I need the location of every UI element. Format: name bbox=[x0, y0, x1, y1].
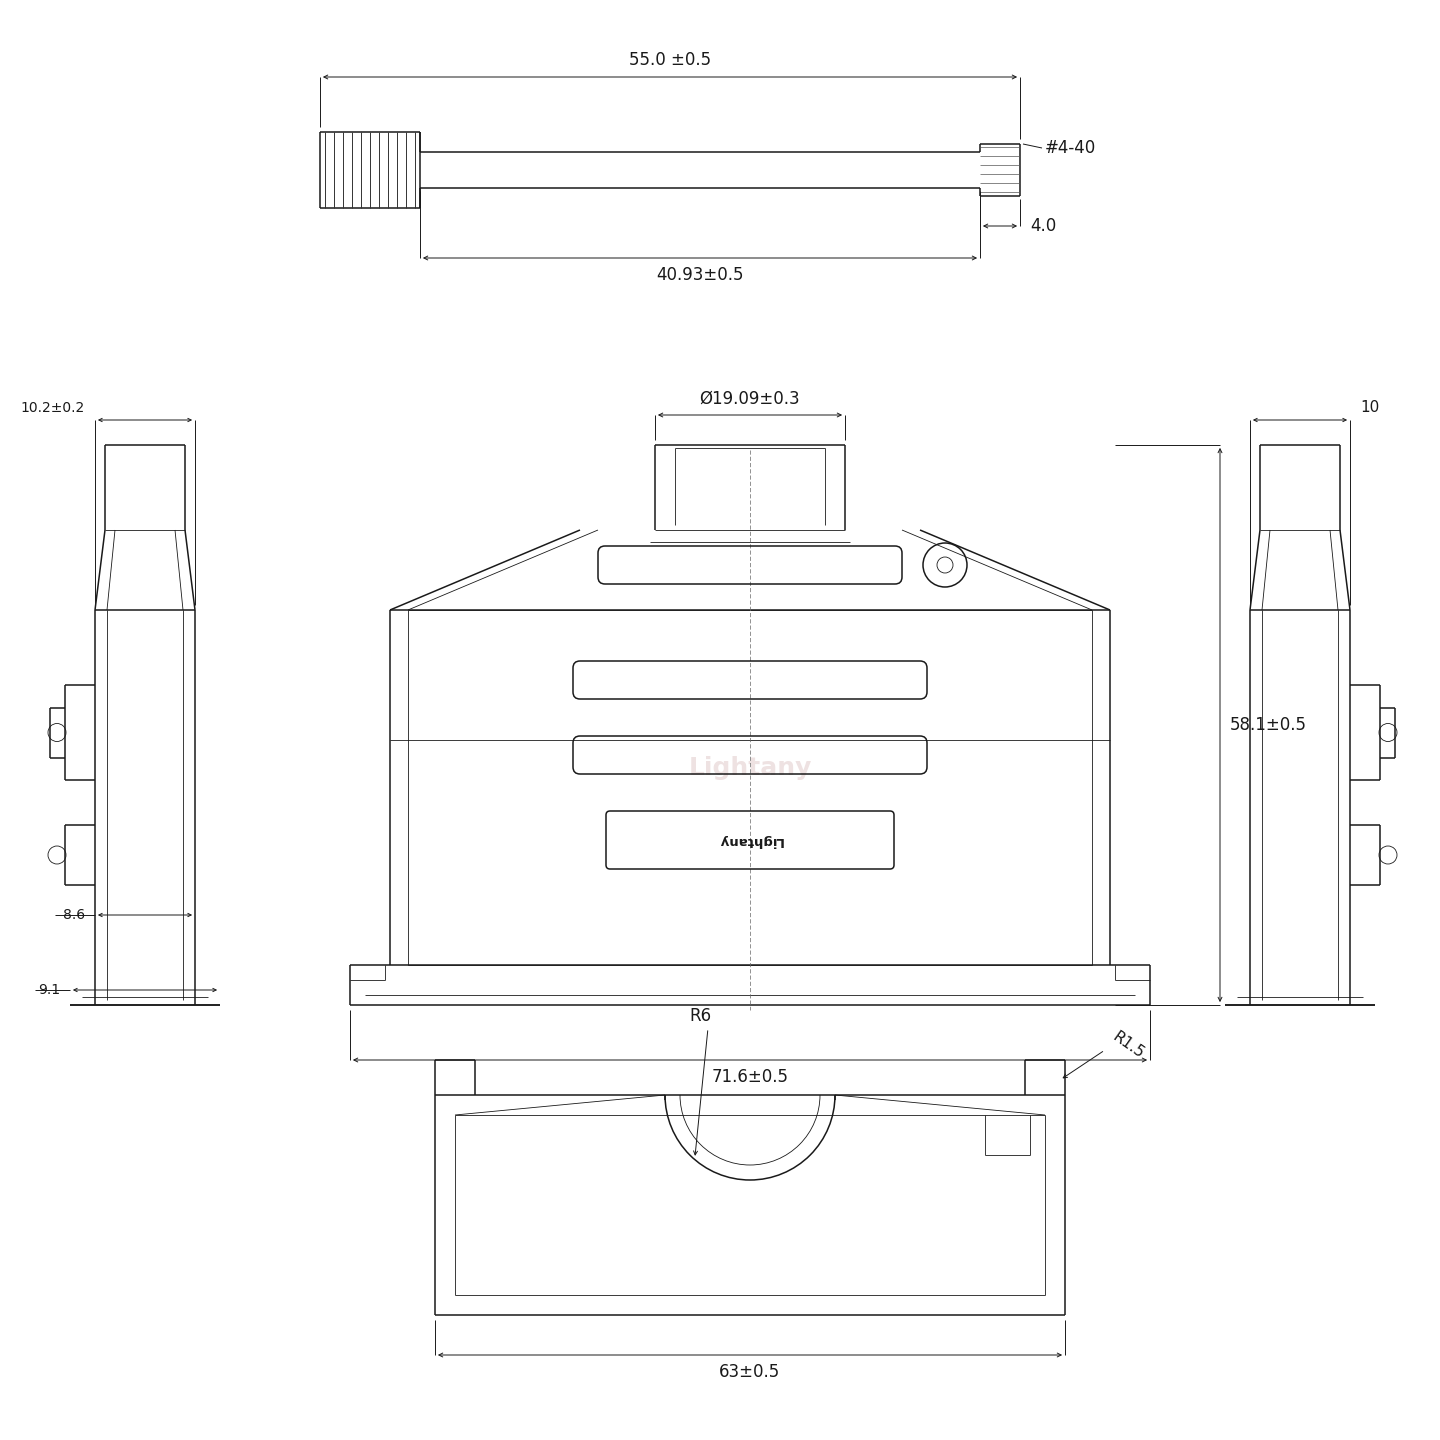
Text: #4-40: #4-40 bbox=[1045, 140, 1096, 157]
Text: 40.93±0.5: 40.93±0.5 bbox=[657, 266, 743, 284]
Text: R6: R6 bbox=[688, 1007, 711, 1025]
Text: 4.0: 4.0 bbox=[1030, 217, 1057, 235]
Text: Ø19.09±0.3: Ø19.09±0.3 bbox=[700, 390, 801, 408]
Text: 63±0.5: 63±0.5 bbox=[720, 1364, 780, 1381]
Text: 9.1: 9.1 bbox=[37, 984, 60, 996]
Text: 55.0 ±0.5: 55.0 ±0.5 bbox=[629, 50, 711, 69]
Text: 71.6±0.5: 71.6±0.5 bbox=[711, 1068, 789, 1086]
Text: Lightany: Lightany bbox=[717, 834, 782, 847]
Text: 58.1±0.5: 58.1±0.5 bbox=[1230, 716, 1308, 734]
Text: 10.2±0.2: 10.2±0.2 bbox=[20, 400, 85, 415]
Text: 10: 10 bbox=[1359, 400, 1380, 415]
Text: Lightany: Lightany bbox=[688, 756, 812, 779]
Text: R1.5: R1.5 bbox=[1110, 1030, 1148, 1061]
Text: 8.6: 8.6 bbox=[63, 909, 85, 922]
